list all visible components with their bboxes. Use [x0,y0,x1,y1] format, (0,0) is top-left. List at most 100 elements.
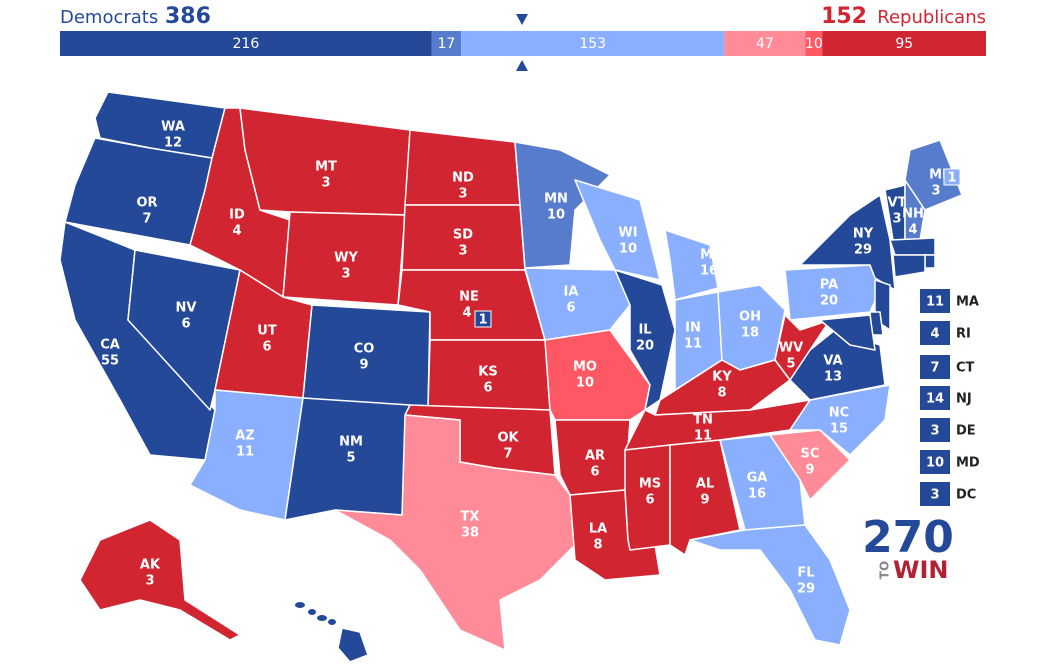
district-box [943,168,961,186]
bar-label: 10 [805,36,823,52]
bar-segment [724,31,806,56]
state-abbr: VA [823,354,842,369]
state [904,139,963,211]
bar-segment [822,31,986,56]
state [889,237,936,256]
logo-to: TO [878,561,892,579]
logo-number: 270 [862,512,954,563]
state-abbr: RI [956,327,971,342]
state-votes: 3 [458,187,467,202]
state-abbr: IA [564,285,579,300]
state-votes: 7 [503,447,512,462]
state-abbr: MD [956,456,980,471]
logo-win: WIN [893,556,949,584]
state-votes: 16 [748,487,766,502]
state-abbr: HI [314,632,330,647]
bar-label: 47 [756,36,774,52]
state-votes: 9 [700,493,709,508]
state-votes: 3 [458,244,467,259]
state-abbr: ND [452,171,474,186]
state [337,627,369,663]
state-votes: 18 [741,326,759,341]
bar-segment [60,31,432,56]
state-abbr: CO [354,342,375,357]
state-votes: 3 [321,176,330,191]
district-votes: 1 [478,313,487,328]
dem-total: 386 [165,4,211,29]
rep-label: Republicans [877,7,986,28]
state-abbr: PA [820,278,838,293]
state-votes: 10 [576,376,594,391]
district-votes: 1 [947,171,956,186]
state-votes: 3 [930,424,939,439]
state-votes: 10 [619,242,637,257]
state-votes: 55 [101,354,119,369]
state-votes: 16 [700,264,718,279]
midpoint-marker [516,60,528,71]
state-votes: 4 [317,648,326,663]
state-votes: 29 [854,243,872,258]
state-votes: 12 [164,136,182,151]
state-abbr: GA [747,471,768,486]
state-abbr: DC [956,488,976,503]
state [79,519,241,641]
state-abbr: WA [161,120,185,135]
state-abbr: OR [136,196,157,211]
state-votes: 11 [236,445,254,460]
state-abbr: CA [100,338,120,353]
state-abbr: LA [589,522,607,537]
state-abbr: TX [461,510,480,525]
state-abbr: UT [257,324,277,339]
state-votes: 14 [926,392,944,407]
state [784,264,881,321]
state-votes: 4 [232,224,241,239]
state-votes: 6 [566,301,575,316]
state [334,414,576,651]
state-votes: 4 [930,327,939,342]
state [127,249,241,411]
state-votes: 3 [931,184,940,199]
state-abbr: TN [693,413,713,428]
bar-segment [461,31,725,56]
state-abbr: KS [478,365,497,380]
dem-label: Democrats [60,7,158,28]
bar-segment [431,31,462,56]
state-votes: 7 [142,212,151,227]
state-votes: 20 [820,294,838,309]
state-abbr: AZ [235,429,255,444]
state-abbr: MN [544,192,568,207]
state-abbr: MT [315,160,337,175]
state [524,267,631,341]
state-abbr: AL [696,477,714,492]
state-votes: 3 [145,574,154,589]
bar-label: 95 [895,36,913,52]
state [664,229,719,301]
state-votes: 3 [341,267,350,282]
state-box [920,386,950,410]
state-votes: 13 [824,370,842,385]
state-abbr: NH [902,207,924,222]
state-box [920,355,950,379]
state [689,524,851,646]
state [574,179,661,281]
state-votes: 6 [483,381,492,396]
state-abbr: AR [585,449,605,464]
island [317,615,327,621]
state [302,304,431,409]
state-abbr: WV [779,341,803,356]
state-abbr: CT [956,361,975,376]
state-votes: 38 [461,526,479,541]
state-votes: 8 [593,538,602,553]
state-abbr: MI [700,248,718,263]
island [308,609,316,615]
state-box [920,321,950,345]
state-votes: 10 [926,456,944,471]
state-votes: 3 [930,488,939,503]
state-votes: 7 [930,361,939,376]
state-abbr: OK [497,431,519,446]
state-votes: 10 [547,208,565,223]
state [819,314,876,351]
vote-bar: 216 17 153 47 10 95 [60,31,986,56]
